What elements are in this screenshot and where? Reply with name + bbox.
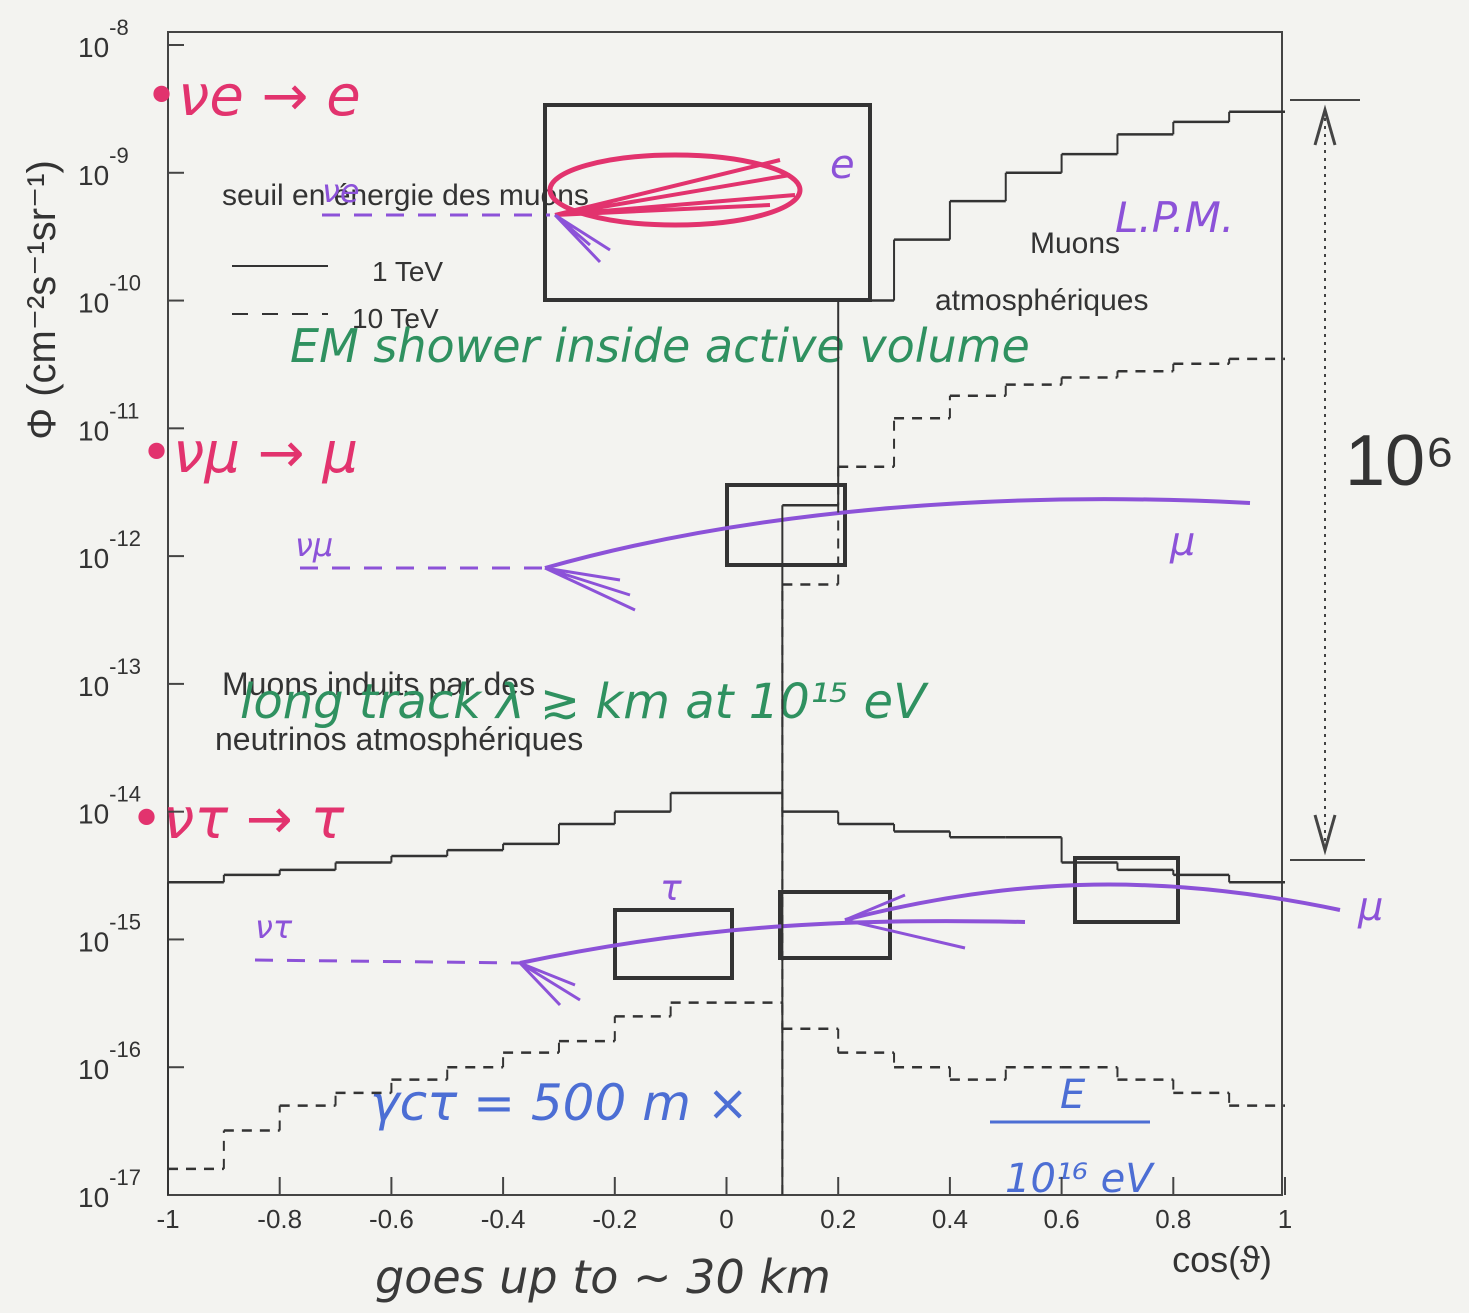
- sketches: [255, 100, 1365, 1122]
- y-tick-label: 10-13: [78, 654, 141, 702]
- annotation: •ντ → τ: [130, 787, 345, 852]
- y-tick-base: 10: [78, 926, 109, 957]
- curve-label: Muons: [1030, 227, 1120, 260]
- track-sketch: [545, 499, 1250, 568]
- y-tick-base: 10: [78, 32, 109, 63]
- series: [168, 793, 1285, 1195]
- annotation: 10¹⁶ eV: [1005, 1156, 1155, 1202]
- y-tick-base: 10: [78, 543, 109, 574]
- annotations: •νe → e L.P.M. EM shower inside active v…: [130, 64, 1455, 1304]
- y-tick-exponent: -10: [109, 271, 141, 296]
- y-tick-exponent: -8: [109, 15, 129, 40]
- legend: seuil en énergie des muons 1 TeV 10 TeV: [222, 179, 589, 334]
- annotation: γcτ = 500 m ×: [370, 1074, 749, 1132]
- vertex-sketch: [545, 568, 635, 610]
- sketch-box: [1075, 858, 1178, 922]
- y-tick-exponent: -16: [109, 1037, 141, 1062]
- annotation: e: [830, 142, 855, 188]
- x-tick-label: -1: [156, 1204, 179, 1234]
- series: [782, 112, 1285, 1195]
- annotation: long track λ ≳ km at 10¹⁵ eV: [240, 674, 929, 730]
- y-tick-label: 10-15: [78, 909, 141, 957]
- annotation: L.P.M.: [1115, 193, 1234, 242]
- annotation: ντ: [255, 908, 293, 946]
- y-tick-label: 10-11: [78, 398, 139, 446]
- x-tick-label: 0.4: [932, 1204, 968, 1234]
- x-tick-label: -0.4: [481, 1204, 526, 1234]
- x-tick-label: -0.2: [592, 1204, 637, 1234]
- legend-title: seuil en énergie des muons: [222, 179, 589, 212]
- annotation: νe: [322, 172, 360, 210]
- chart: Φ (cm⁻²s⁻¹sr⁻¹) cos(ϑ) seuil en énergie …: [0, 0, 1469, 1308]
- annotation: •νe → e: [145, 64, 361, 129]
- y-tick-exponent: -12: [109, 526, 141, 551]
- track-sketch: [520, 921, 1025, 963]
- track-sketch: [255, 960, 520, 963]
- x-tick-label: 1: [1278, 1204, 1292, 1234]
- annotation: EM shower inside active volume: [290, 319, 1030, 373]
- annotation: μ: [1169, 519, 1195, 565]
- y-tick-label: 10-16: [78, 1037, 141, 1085]
- x-tick-label: -0.6: [369, 1204, 414, 1234]
- curve-label: atmosphériques: [935, 284, 1148, 317]
- vertex-sketch: [555, 215, 610, 262]
- annotation: goes up to ~ 30 km: [375, 1250, 831, 1304]
- track-sketch: [845, 885, 1340, 920]
- y-tick-label: 10-9: [78, 143, 129, 191]
- annotation: νμ: [295, 526, 333, 564]
- x-tick-label: 0: [719, 1204, 733, 1234]
- vertex-sketch: [520, 963, 580, 1005]
- y-tick-base: 10: [78, 799, 109, 830]
- x-axis-title: cos(ϑ): [1172, 1239, 1272, 1280]
- y-tick-exponent: -9: [109, 143, 129, 168]
- y-tick-base: 10: [78, 1054, 109, 1085]
- shower-sketch: [555, 160, 795, 215]
- y-tick-base: 10: [78, 671, 109, 702]
- x-tick-label: -0.8: [257, 1204, 302, 1234]
- y-tick-base: 10: [78, 415, 109, 446]
- y-tick-label: 10-12: [78, 526, 141, 574]
- page: Muon flux vs cos(theta) html, body { mar…: [0, 0, 1469, 1308]
- x-tick-label: 0.8: [1155, 1204, 1191, 1234]
- y-tick-label: 10-8: [78, 15, 129, 63]
- body: {"chart_data": { "type": "step", "y_labe…: [0, 0, 1469, 1308]
- annotation: τ: [660, 868, 682, 909]
- annotation: E: [1060, 1072, 1086, 1118]
- y-tick-base: 10: [78, 160, 109, 191]
- y-tick-base: 10: [78, 1182, 109, 1213]
- y-tick-exponent: -14: [109, 782, 141, 807]
- x-tick-label: 0.6: [1044, 1204, 1080, 1234]
- y-tick-exponent: -15: [109, 909, 141, 934]
- y-tick-exponent: -13: [109, 654, 141, 679]
- y-tick-exponent: -17: [109, 1165, 141, 1190]
- x-tick-label: 0.2: [820, 1204, 856, 1234]
- annotation: μ: [1357, 884, 1383, 930]
- y-axis-title: Φ (cm⁻²s⁻¹sr⁻¹): [20, 160, 64, 440]
- series: [782, 359, 1285, 1195]
- legend-label: 1 TeV: [372, 256, 443, 287]
- y-tick-label: 10-17: [78, 1165, 141, 1213]
- y-tick-label: 10-10: [78, 271, 141, 319]
- y-tick-exponent: -11: [109, 398, 139, 423]
- annotation: 10⁶: [1345, 421, 1455, 501]
- y-tick-base: 10: [78, 288, 109, 319]
- annotation: •νμ → μ: [140, 421, 358, 486]
